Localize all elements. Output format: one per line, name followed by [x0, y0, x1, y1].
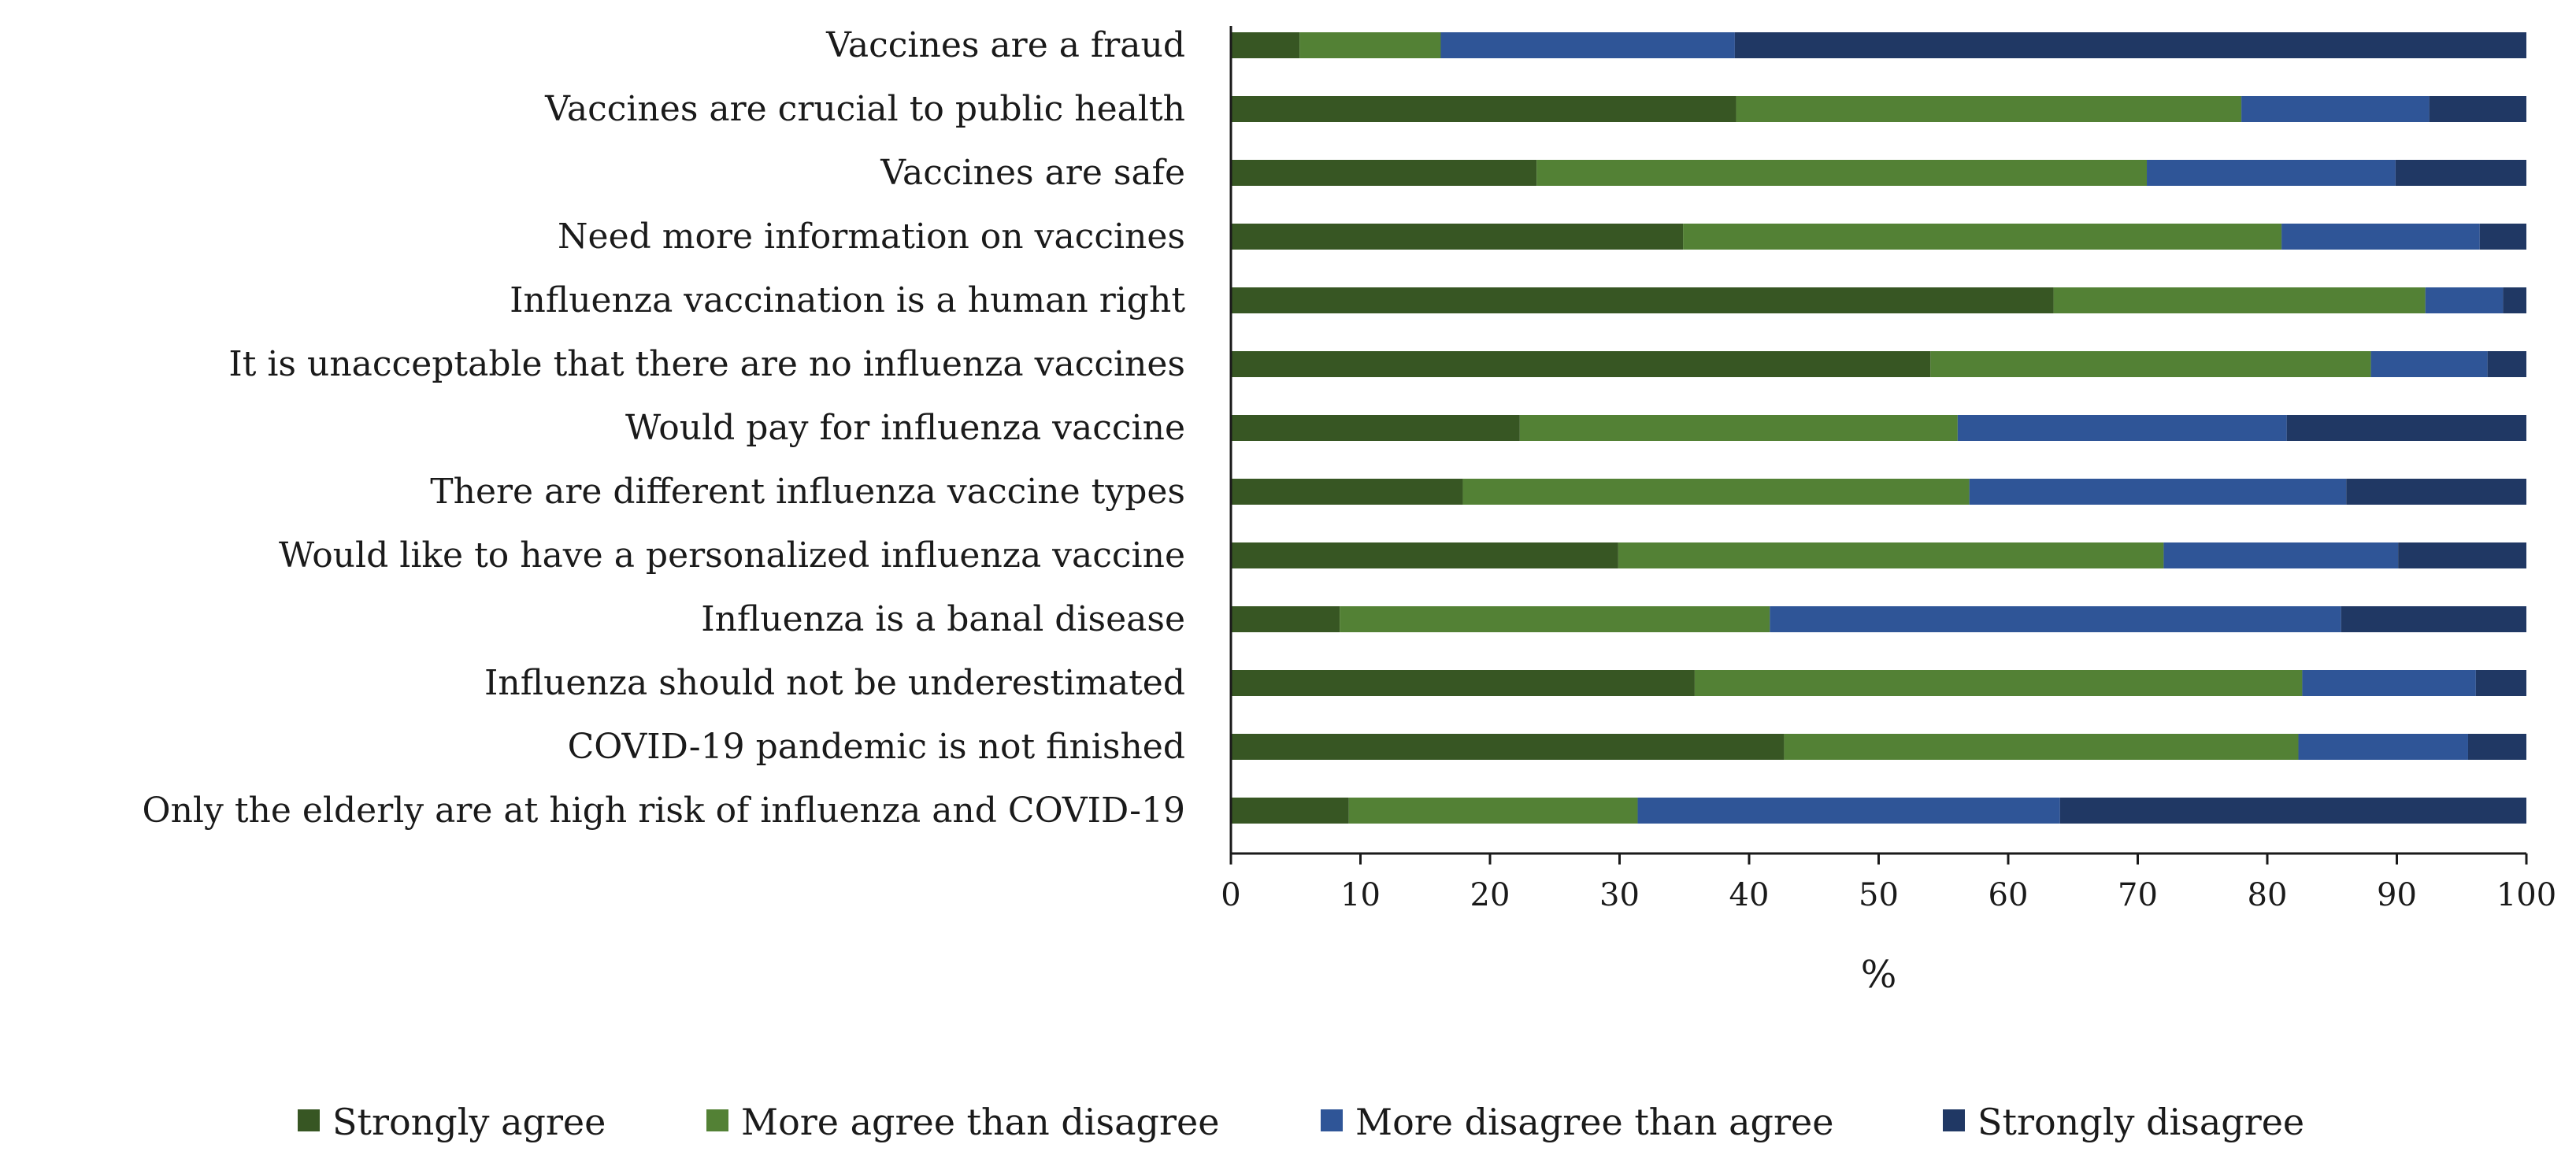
bar-segment — [1231, 670, 1695, 696]
x-tick-label: 90 — [2377, 877, 2417, 913]
bar-segment — [2163, 542, 2399, 568]
category-label: Influenza vaccination is a human right — [510, 280, 1185, 320]
legend-label: Strongly agree — [332, 1101, 606, 1143]
bar-segment — [2053, 287, 2426, 313]
bar-segment — [1957, 415, 2287, 441]
bar-segment — [2467, 734, 2526, 760]
bar-segment — [2425, 287, 2504, 313]
bar-segment — [1440, 32, 1735, 58]
bar-segment — [1618, 542, 2164, 568]
bar-segment — [2341, 606, 2526, 632]
bar-segment — [1299, 32, 1441, 58]
bar-segment — [1784, 734, 2299, 760]
legend-label: More agree than disagree — [741, 1101, 1219, 1143]
bar-segment — [2281, 224, 2480, 250]
bar-segment — [1930, 351, 2371, 377]
bar-segment — [1231, 415, 1520, 441]
bar-segment — [1694, 670, 2303, 696]
category-label: Would like to have a personalized influe… — [279, 535, 1185, 576]
bar-area — [1231, 32, 2526, 824]
bar-segment — [2241, 96, 2430, 122]
category-labels: Vaccines are a fraud Vaccines are crucial… — [143, 25, 1186, 831]
bar-segment — [1637, 798, 2060, 824]
category-label: Vaccines are safe — [880, 153, 1185, 193]
bar-segment — [1462, 479, 1970, 505]
legend-swatch — [706, 1109, 728, 1131]
x-tick-label: 60 — [1989, 877, 2029, 913]
bar-segment — [1519, 415, 1958, 441]
bar-segment — [2147, 160, 2396, 186]
bar-segment — [2479, 224, 2526, 250]
bar-segment — [1231, 734, 1785, 760]
bar-segment — [2302, 670, 2476, 696]
bar-segment — [1348, 798, 1638, 824]
bar-segment — [1231, 351, 1931, 377]
category-label: Only the elderly are at high risk of inf… — [143, 790, 1186, 831]
x-tick-label: 20 — [1470, 877, 1510, 913]
bar-segment — [2298, 734, 2468, 760]
category-label: It is unacceptable that there are no inf… — [228, 344, 1185, 384]
legend-swatch — [298, 1109, 320, 1131]
bar-segment — [2286, 415, 2526, 441]
bar-segment — [2059, 798, 2526, 824]
bar-segment — [1969, 479, 2347, 505]
category-label: Need more information on vaccines — [558, 217, 1185, 257]
x-tick-label: 10 — [1340, 877, 1381, 913]
bar-segment — [1231, 479, 1463, 505]
bar-segment — [2429, 96, 2526, 122]
bar-segment — [2398, 542, 2526, 568]
bar-segment — [1734, 32, 2526, 58]
x-tick-label: 80 — [2248, 877, 2288, 913]
x-axis-ticks: 0 10 20 30 40 50 60 70 80 90 100 — [1221, 853, 2556, 913]
bar-segment — [1231, 798, 1349, 824]
category-label: There are different influenza vaccine ty… — [430, 472, 1185, 512]
category-label: Would pay for influenza vaccine — [625, 408, 1185, 448]
category-label: Vaccines are crucial to public health — [544, 89, 1185, 129]
x-tick-label: 50 — [1859, 877, 1899, 913]
bar-segment — [1231, 287, 2054, 313]
category-label: COVID-19 pandemic is not finished — [568, 727, 1185, 767]
bar-segment — [1231, 542, 1618, 568]
legend-label: Strongly disagree — [1977, 1101, 2304, 1143]
x-tick-label: 30 — [1599, 877, 1640, 913]
bar-segment — [1683, 224, 2282, 250]
bar-segment — [1340, 606, 1770, 632]
bar-segment — [1231, 96, 1736, 122]
x-tick-label: 40 — [1729, 877, 1770, 913]
bar-segment — [2346, 479, 2526, 505]
bar-segment — [2503, 287, 2526, 313]
bar-segment — [1536, 160, 2148, 186]
bar-segment — [2395, 160, 2526, 186]
x-tick-label: 0 — [1221, 877, 1240, 913]
legend-label: More disagree than agree — [1355, 1101, 1833, 1143]
x-tick-label: 70 — [2118, 877, 2158, 913]
legend-swatch — [1943, 1109, 1965, 1131]
category-label: Vaccines are a fraud — [825, 25, 1185, 65]
bar-segment — [2487, 351, 2526, 377]
bar-segment — [2475, 670, 2526, 696]
bar-segment — [1736, 96, 2242, 122]
legend-swatch — [1321, 1109, 1343, 1131]
bar-segment — [2370, 351, 2488, 377]
bar-segment — [1231, 224, 1684, 250]
category-label: Influenza should not be underestimated — [484, 663, 1185, 703]
bar-segment — [1231, 160, 1537, 186]
x-tick-label: 100 — [2496, 877, 2556, 913]
category-label: Influenza is a banal disease — [701, 599, 1185, 639]
bar-segment — [1231, 606, 1340, 632]
bar-segment — [1231, 32, 1300, 58]
x-axis-title: % — [1861, 953, 1897, 997]
legend: Strongly agree More agree than disagree Mo… — [298, 1101, 2304, 1143]
bar-segment — [1770, 606, 2341, 632]
